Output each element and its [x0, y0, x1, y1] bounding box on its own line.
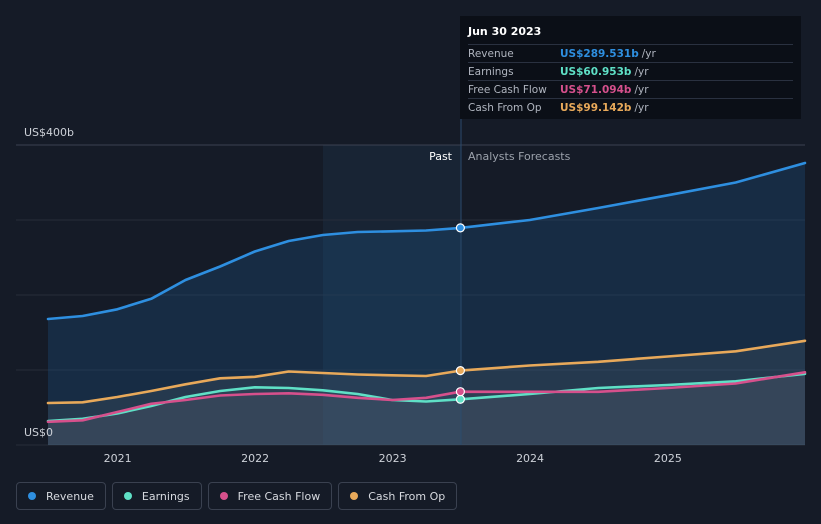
legend-dot-icon	[219, 492, 228, 500]
legend-item[interactable]: Earnings	[111, 482, 202, 510]
past-label: Past	[429, 150, 453, 163]
chart-legend: Revenue Earnings Free Cash Flow Cash From O…	[16, 482, 458, 510]
forecast-label: Analysts Forecasts	[468, 150, 571, 163]
x-tick-label: 2021	[104, 452, 132, 465]
tooltip-row-label: Cash From Op	[468, 101, 542, 114]
tooltip-row: Free Cash Flow US$71.094b/yr	[468, 80, 793, 98]
fcf-area	[48, 372, 805, 445]
tooltip-row: Cash From Op US$99.142b/yr	[468, 98, 793, 116]
x-tick-label: 2023	[379, 452, 407, 465]
x-tick-label: 2022	[241, 452, 269, 465]
legend-item[interactable]: Cash From Op	[338, 482, 458, 510]
legend-label: Revenue	[46, 489, 94, 503]
cfo-line	[46, 339, 807, 405]
tooltip-row-value: US$60.953b	[560, 65, 632, 78]
series-lines	[46, 161, 807, 424]
tooltip-row: Earnings US$60.953b/yr	[468, 62, 793, 80]
revenue-area	[48, 163, 805, 445]
hover-markers	[455, 223, 465, 404]
legend-item[interactable]: Revenue	[16, 482, 106, 510]
tooltip-row-value: US$99.142b	[560, 101, 632, 114]
legend-dot-icon	[350, 492, 359, 500]
financials-chart: US$400b US$0 Past Analysts Forecasts 202…	[16, 16, 807, 465]
tooltip-date: Jun 30 2023	[468, 25, 542, 38]
tooltip-row: Revenue US$289.531b/yr	[468, 44, 793, 62]
tooltip-row-label: Earnings	[468, 65, 514, 78]
tooltip-row-unit: /yr	[634, 65, 649, 78]
revenue-marker	[455, 223, 465, 233]
x-tick-label: 2024	[516, 452, 544, 465]
tooltip-row-unit: /yr	[634, 83, 649, 96]
x-tick-label: 2025	[654, 452, 682, 465]
fcf-line	[46, 371, 807, 424]
legend-dot-icon	[28, 492, 36, 500]
gridlines	[16, 144, 805, 446]
legend-dot-icon	[123, 492, 132, 500]
y-axis-bottom-label: US$0	[24, 426, 53, 439]
tooltip-row-unit: /yr	[641, 47, 656, 60]
fcf-marker	[455, 387, 465, 397]
cfo-marker	[455, 366, 465, 376]
legend-label: Earnings	[141, 489, 190, 503]
tooltip-row-unit: /yr	[634, 101, 649, 114]
legend-label: Free Cash Flow	[237, 489, 321, 503]
earnings-marker	[455, 394, 465, 404]
y-axis-top-label: US$400b	[24, 126, 74, 139]
tooltip-row-value: US$289.531b	[560, 47, 639, 60]
earnings-line	[46, 372, 807, 423]
legend-item[interactable]: Free Cash Flow	[207, 482, 333, 510]
tooltip-row-value: US$71.094b	[560, 83, 632, 96]
revenue-line	[46, 161, 807, 321]
hover-tooltip: Jun 30 2023 Revenue US$289.531b/yr Earning…	[460, 16, 801, 119]
legend-label: Cash From Op	[368, 489, 446, 503]
tooltip-row-label: Free Cash Flow	[468, 83, 547, 96]
x-axis-ticks: 2021 2022 2023 2024 2025	[104, 452, 682, 465]
tooltip-row-label: Revenue	[468, 47, 514, 60]
cfo-area	[48, 340, 805, 445]
